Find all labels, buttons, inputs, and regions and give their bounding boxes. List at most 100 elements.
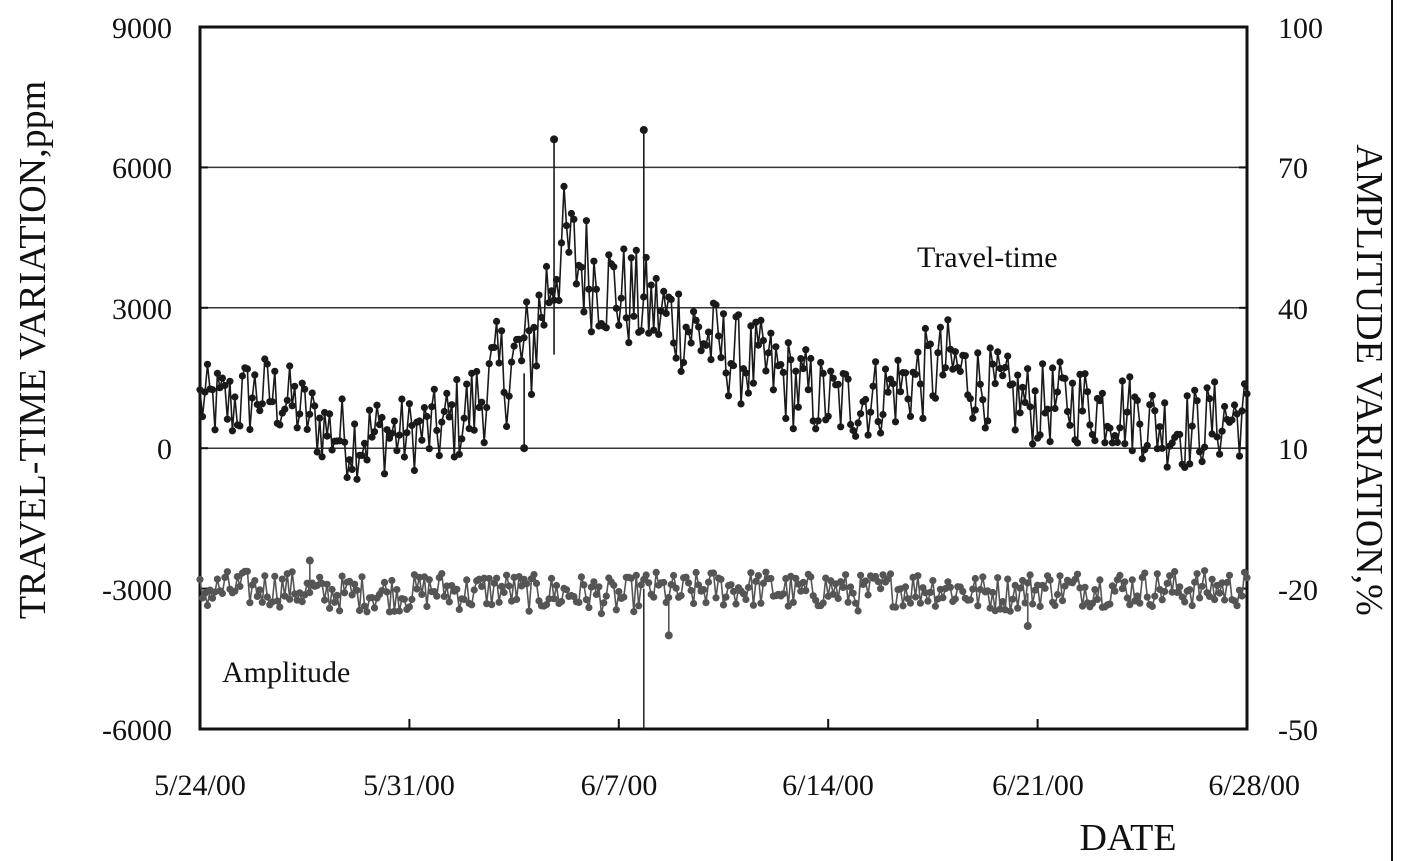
data-point [1201,443,1209,451]
left-y-tick-label: -6000 [102,714,172,747]
data-point [914,572,922,580]
data-point [1019,383,1027,391]
data-point [493,574,501,582]
data-point [1014,604,1022,612]
data-point [799,365,807,373]
data-point [744,389,753,397]
data-point [789,425,797,433]
data-point [650,326,658,334]
data-point [321,596,329,604]
data-point [719,310,728,318]
data-point [1181,463,1189,471]
data-point [901,369,910,377]
data-point [901,583,910,591]
data-point [478,398,486,406]
data-point [779,368,787,376]
data-point [707,356,715,364]
data-point [1136,599,1144,607]
data-point [231,587,239,595]
data-point [228,427,236,435]
data-point [393,447,401,455]
x-tick-label: 6/7/00 [581,769,658,802]
x-tick-label: 5/31/00 [363,769,455,802]
data-point [630,608,638,616]
data-point [1049,364,1057,372]
data-point [802,587,810,595]
data-point [208,594,217,602]
data-point [1186,460,1194,468]
data-point [632,571,640,579]
data-point [1118,585,1126,593]
data-point [784,339,792,347]
data-point [1116,424,1124,432]
data-point [1158,444,1166,452]
data-point [1091,586,1099,594]
data-point [1211,378,1219,386]
data-point [293,424,301,432]
data-point [261,572,269,580]
data-point [622,314,630,322]
data-point [1088,599,1096,608]
data-point [271,572,279,580]
data-point [931,394,940,402]
data-point [877,585,885,593]
spike-point [550,135,559,144]
data-point [453,585,461,593]
data-point [505,392,513,400]
data-point [288,402,296,410]
data-point [944,578,952,586]
data-point [455,450,463,458]
x-tick-label: 6/14/00 [782,769,874,802]
data-point [862,395,870,404]
data-point [343,473,351,482]
data-point [258,598,266,606]
data-point [555,296,563,305]
data-point [635,602,643,610]
right-y-tick-labels: 100 70 40 10 -20 -50 [1278,12,1323,747]
spike-point [664,631,673,640]
data-point [762,568,770,576]
data-point [1073,439,1082,447]
data-point [1046,438,1054,446]
data-point [1031,387,1039,395]
data-point [1073,570,1082,578]
plot-frame [198,25,1249,731]
data-point [1141,569,1149,577]
data-point [989,360,997,368]
x-tick-label: 6/21/00 [992,769,1084,802]
data-point [660,578,668,587]
data-point [809,417,817,425]
data-point [615,588,623,596]
left-y-tick-label: -3000 [102,574,172,607]
data-point [839,583,847,592]
data-point [1133,592,1141,600]
data-point [852,432,860,440]
series-amplitude [196,556,1251,640]
data-point [792,574,800,583]
data-point [380,578,389,587]
data-point [717,575,725,583]
data-point [792,367,800,375]
data-point [246,425,254,434]
data-point [590,578,598,586]
data-point [817,358,825,367]
gridlines [200,166,1247,449]
data-point [1044,405,1052,413]
data-point [685,328,693,336]
data-point [732,600,740,608]
data-point [1183,392,1191,400]
data-point [854,607,862,615]
data-point [585,604,593,612]
data-point [1176,583,1184,591]
data-point [460,414,468,422]
data-point [680,358,688,367]
data-point [687,586,695,595]
data-point [1146,401,1154,409]
right-y-axis-title: AMPLITUDE VARIATION,% [1348,144,1390,615]
data-point [395,431,403,439]
data-point [208,386,217,394]
data-point [1111,432,1119,440]
data-point [353,586,361,594]
data-point [1026,403,1034,411]
